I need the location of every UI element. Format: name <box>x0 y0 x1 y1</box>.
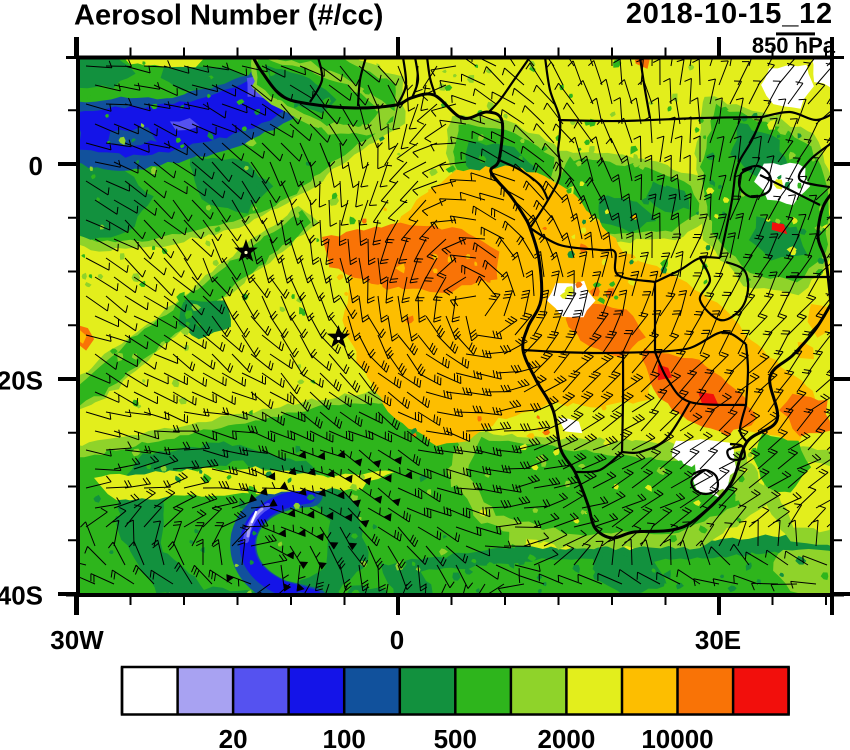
svg-text:850 hPa: 850 hPa <box>752 33 836 58</box>
svg-text:2000: 2000 <box>537 724 595 750</box>
svg-text:10000: 10000 <box>641 724 713 750</box>
svg-text:20: 20 <box>219 724 248 750</box>
svg-text:0: 0 <box>29 151 43 181</box>
svg-text:Aerosol Number (#/cc): Aerosol Number (#/cc) <box>74 0 383 32</box>
svg-text:500: 500 <box>434 724 477 750</box>
svg-text:2018-10-15_12: 2018-10-15_12 <box>626 0 833 30</box>
svg-text:100: 100 <box>323 724 366 750</box>
svg-text:30W: 30W <box>50 625 104 655</box>
svg-text:20S: 20S <box>0 366 43 396</box>
svg-text:30E: 30E <box>695 625 741 655</box>
svg-text:40S: 40S <box>0 581 43 611</box>
svg-text:0: 0 <box>390 625 404 655</box>
